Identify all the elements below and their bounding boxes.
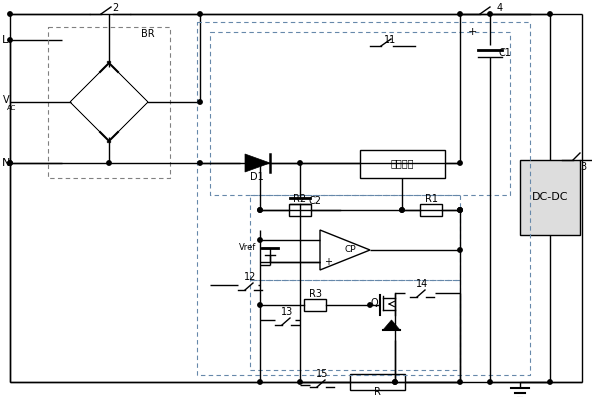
- Polygon shape: [70, 67, 105, 102]
- Bar: [350, 374, 405, 390]
- Circle shape: [458, 248, 462, 252]
- Text: DC-DC: DC-DC: [532, 192, 568, 202]
- Circle shape: [368, 303, 372, 307]
- Circle shape: [258, 161, 262, 165]
- Polygon shape: [383, 320, 400, 330]
- Circle shape: [8, 161, 12, 165]
- Circle shape: [458, 161, 462, 165]
- Circle shape: [488, 12, 492, 16]
- Text: D1: D1: [250, 172, 264, 182]
- Bar: [289, 204, 311, 216]
- Circle shape: [107, 161, 111, 165]
- Circle shape: [393, 380, 397, 384]
- Bar: [304, 299, 326, 311]
- Circle shape: [298, 380, 302, 384]
- Circle shape: [198, 12, 202, 16]
- Text: R: R: [374, 387, 381, 397]
- Circle shape: [400, 208, 404, 212]
- Text: R1: R1: [424, 194, 437, 204]
- Text: N: N: [2, 158, 11, 168]
- Circle shape: [198, 161, 202, 165]
- Circle shape: [258, 303, 262, 307]
- Circle shape: [488, 380, 492, 384]
- Text: C2: C2: [308, 196, 321, 206]
- Text: 15: 15: [316, 369, 328, 379]
- Circle shape: [258, 208, 262, 212]
- Bar: [360, 150, 445, 178]
- Text: 2: 2: [112, 3, 118, 13]
- Circle shape: [298, 161, 302, 165]
- Circle shape: [198, 100, 202, 104]
- Text: R3: R3: [308, 289, 321, 299]
- Circle shape: [8, 161, 12, 165]
- Text: 4: 4: [497, 3, 503, 13]
- Text: R2: R2: [294, 194, 307, 204]
- Circle shape: [258, 238, 262, 242]
- Circle shape: [548, 12, 552, 16]
- Polygon shape: [113, 67, 148, 102]
- Circle shape: [458, 12, 462, 16]
- Text: Vref: Vref: [239, 243, 256, 252]
- Text: 13: 13: [281, 307, 293, 317]
- Circle shape: [393, 380, 397, 384]
- Circle shape: [458, 208, 462, 212]
- Circle shape: [458, 380, 462, 384]
- Circle shape: [458, 208, 462, 212]
- Text: +: +: [467, 27, 477, 37]
- Text: 11: 11: [384, 35, 396, 45]
- Text: C1: C1: [498, 48, 511, 58]
- Polygon shape: [245, 154, 270, 172]
- Circle shape: [258, 380, 262, 384]
- Circle shape: [8, 12, 12, 16]
- Circle shape: [400, 208, 404, 212]
- Text: BR: BR: [141, 29, 155, 39]
- Text: 降压限压: 降压限压: [390, 158, 414, 168]
- Text: V: V: [3, 95, 9, 105]
- Circle shape: [8, 38, 12, 42]
- Text: +: +: [324, 257, 332, 267]
- Text: 12: 12: [244, 272, 256, 282]
- Polygon shape: [113, 102, 148, 137]
- Text: L: L: [2, 35, 8, 45]
- Text: CP: CP: [344, 245, 356, 254]
- Circle shape: [458, 208, 462, 212]
- Circle shape: [548, 380, 552, 384]
- Bar: [420, 204, 442, 216]
- Circle shape: [258, 208, 262, 212]
- Text: Q: Q: [370, 298, 378, 308]
- Polygon shape: [70, 102, 105, 137]
- Text: 3: 3: [580, 162, 586, 172]
- Bar: [520, 160, 580, 235]
- Text: AC: AC: [7, 105, 17, 111]
- Text: 14: 14: [416, 279, 428, 289]
